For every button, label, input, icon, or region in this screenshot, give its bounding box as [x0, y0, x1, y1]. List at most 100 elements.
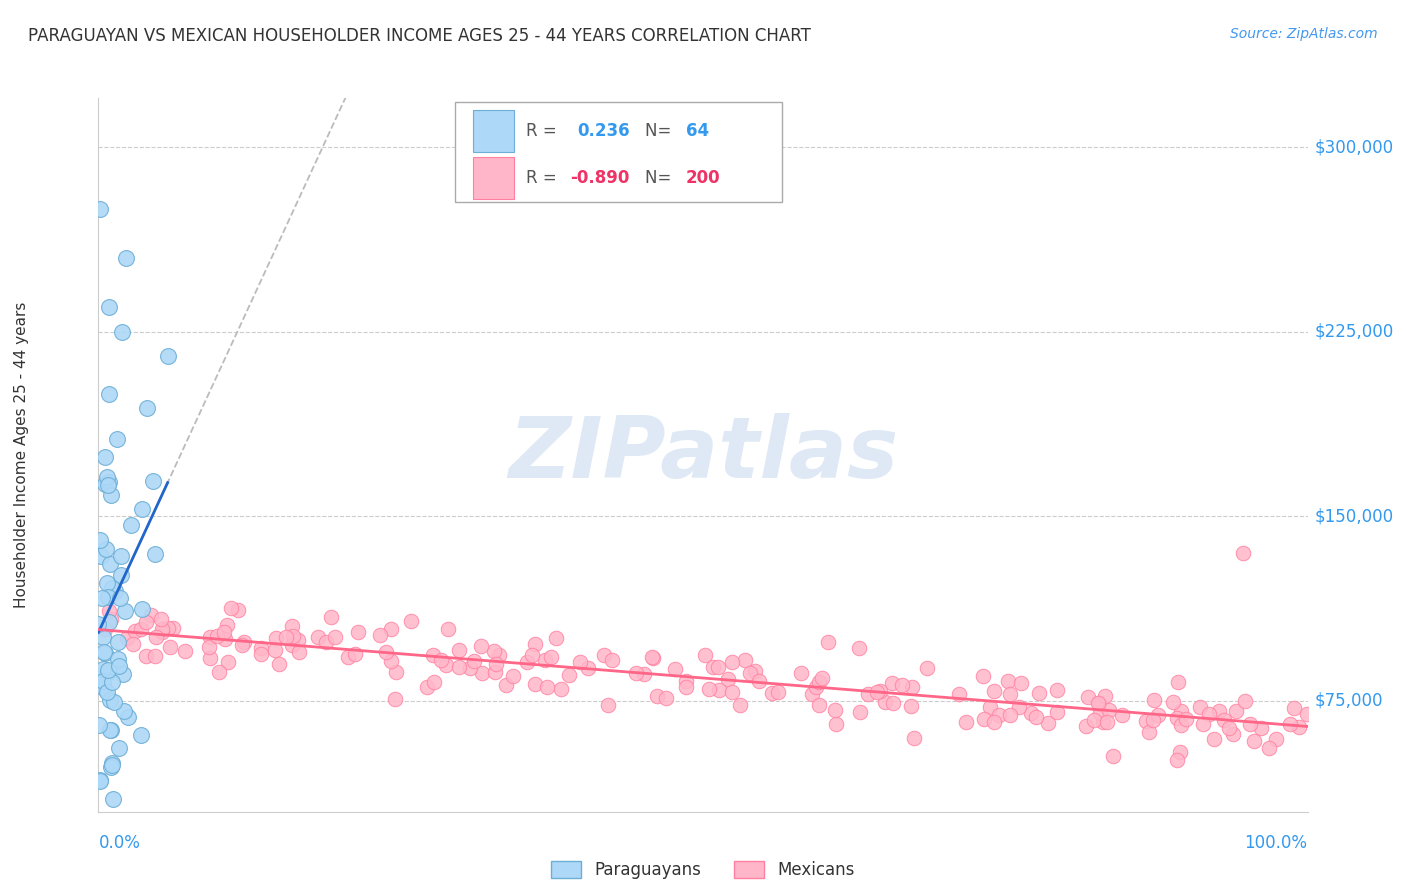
Point [198, 640, 221, 654]
Point [89, 202, 111, 216]
Point [111, 325, 134, 339]
Point [1142, 713, 1164, 727]
Point [117, 631, 139, 645]
Point [93, 477, 115, 491]
Point [972, 669, 994, 683]
Point [702, 660, 724, 674]
Point [1163, 695, 1185, 709]
Point [1083, 713, 1105, 727]
Point [1028, 685, 1050, 699]
Point [323, 630, 346, 644]
Point [103, 695, 125, 709]
Point [198, 651, 221, 665]
FancyBboxPatch shape [474, 111, 515, 153]
Point [1147, 708, 1170, 723]
Point [707, 659, 730, 673]
Point [1258, 741, 1281, 756]
Point [97, 300, 120, 314]
Point [117, 710, 139, 724]
Point [437, 623, 460, 637]
Point [375, 645, 398, 659]
Point [1046, 706, 1069, 720]
Point [1208, 704, 1230, 718]
Point [139, 608, 162, 623]
Text: R =: R = [526, 122, 562, 140]
Text: 0.236: 0.236 [578, 122, 630, 140]
Point [228, 603, 250, 617]
Legend: Paraguayans, Mexicans: Paraguayans, Mexicans [544, 854, 862, 886]
Point [212, 624, 235, 639]
Point [766, 685, 789, 699]
Point [558, 668, 581, 682]
Point [593, 648, 616, 662]
Point [655, 690, 678, 705]
Point [98, 723, 121, 737]
Point [873, 695, 896, 709]
Point [900, 680, 922, 694]
Point [96, 575, 118, 590]
Point [107, 652, 129, 666]
Point [824, 703, 846, 717]
Text: R =: R = [526, 169, 562, 186]
Point [824, 717, 846, 731]
Point [998, 708, 1021, 723]
Point [900, 699, 922, 714]
Point [811, 671, 834, 685]
Point [1213, 713, 1236, 727]
Point [101, 756, 124, 770]
Point [1264, 732, 1286, 747]
Point [485, 657, 508, 672]
Point [98, 475, 121, 490]
Point [578, 661, 600, 675]
Point [866, 685, 889, 699]
Point [1087, 697, 1109, 711]
Point [200, 630, 222, 644]
Point [121, 637, 143, 651]
Point [534, 652, 557, 666]
Point [979, 700, 1001, 714]
Point [173, 644, 195, 658]
Point [89, 717, 111, 731]
Point [1036, 716, 1059, 731]
Point [91, 674, 114, 689]
Point [233, 635, 256, 649]
Point [98, 387, 121, 401]
Point [1094, 690, 1116, 704]
Point [87, 672, 110, 686]
Point [471, 666, 494, 681]
Point [1170, 704, 1192, 718]
Point [93, 681, 115, 695]
Point [94, 646, 117, 660]
Point [998, 687, 1021, 701]
Point [347, 625, 370, 640]
Point [948, 687, 970, 701]
Point [721, 685, 744, 699]
Point [869, 683, 891, 698]
Point [221, 600, 243, 615]
Point [231, 638, 253, 652]
Point [97, 663, 120, 677]
Point [540, 649, 562, 664]
Point [641, 649, 664, 664]
Point [728, 698, 751, 713]
Point [281, 619, 304, 633]
Text: 100.0%: 100.0% [1244, 834, 1308, 852]
Text: ZIPatlas: ZIPatlas [508, 413, 898, 497]
Point [1137, 724, 1160, 739]
Point [675, 674, 697, 689]
Point [150, 612, 173, 626]
Point [422, 648, 444, 663]
Point [434, 657, 457, 672]
Text: $150,000: $150,000 [1315, 508, 1393, 525]
Point [315, 634, 337, 648]
Point [91, 662, 114, 676]
Point [215, 617, 238, 632]
Point [882, 675, 904, 690]
Point [1243, 734, 1265, 748]
Point [214, 632, 236, 646]
Point [1295, 707, 1317, 722]
Point [159, 640, 181, 655]
Point [550, 681, 572, 696]
Point [250, 640, 273, 655]
Text: -0.890: -0.890 [569, 169, 630, 186]
